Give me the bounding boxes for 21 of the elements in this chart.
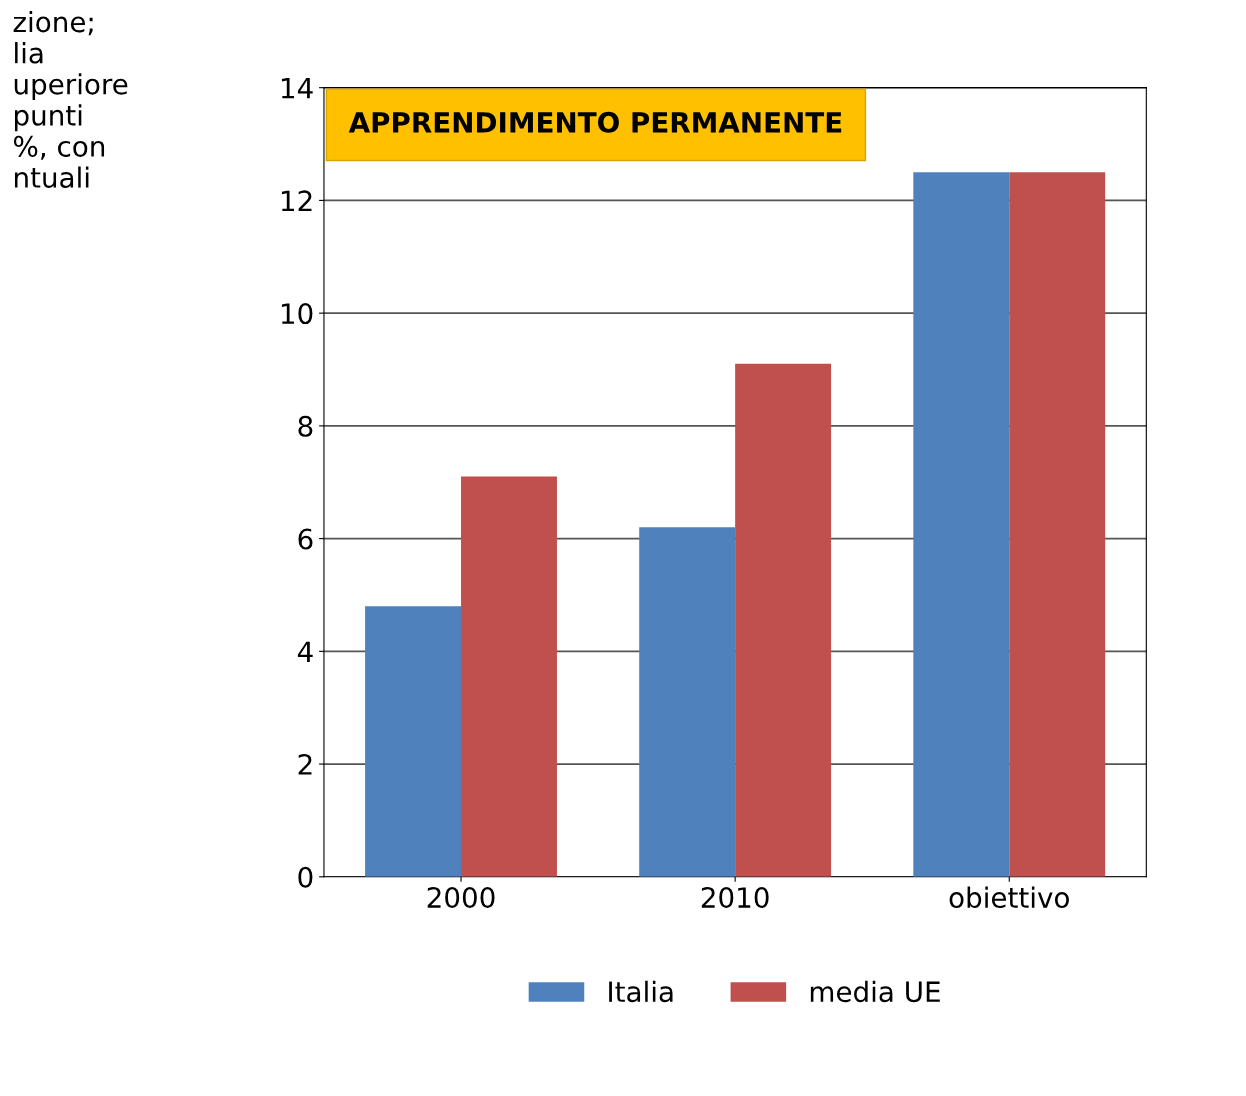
y-tick-label: 4 [297, 641, 313, 662]
y-tick-label: 12 [281, 190, 312, 211]
bar [365, 606, 462, 877]
bar [913, 172, 1010, 877]
y-tick-label: 0 [298, 866, 313, 888]
bar [461, 476, 557, 877]
y-tick-label: 14 [281, 77, 313, 99]
bar [639, 527, 736, 877]
y-tick-label: 6 [298, 528, 313, 550]
y-tick-label: 8 [298, 415, 313, 437]
bar [735, 363, 832, 877]
bar [1009, 172, 1106, 877]
y-tick-label: 10 [281, 303, 313, 325]
x-tick-label: obiettivo [949, 886, 1069, 909]
x-tick-label: 2000 [427, 887, 495, 909]
legend-label: media UE [810, 980, 940, 1003]
text: zione; lia uperiore punti %, con ntuali [13, 10, 128, 188]
legend-label: Italia [609, 980, 673, 1003]
y-tick-label: 2 [298, 754, 312, 775]
text: APPRENDIMENTO PERMANENTE [348, 111, 842, 133]
x-tick-label: 2010 [701, 887, 769, 909]
